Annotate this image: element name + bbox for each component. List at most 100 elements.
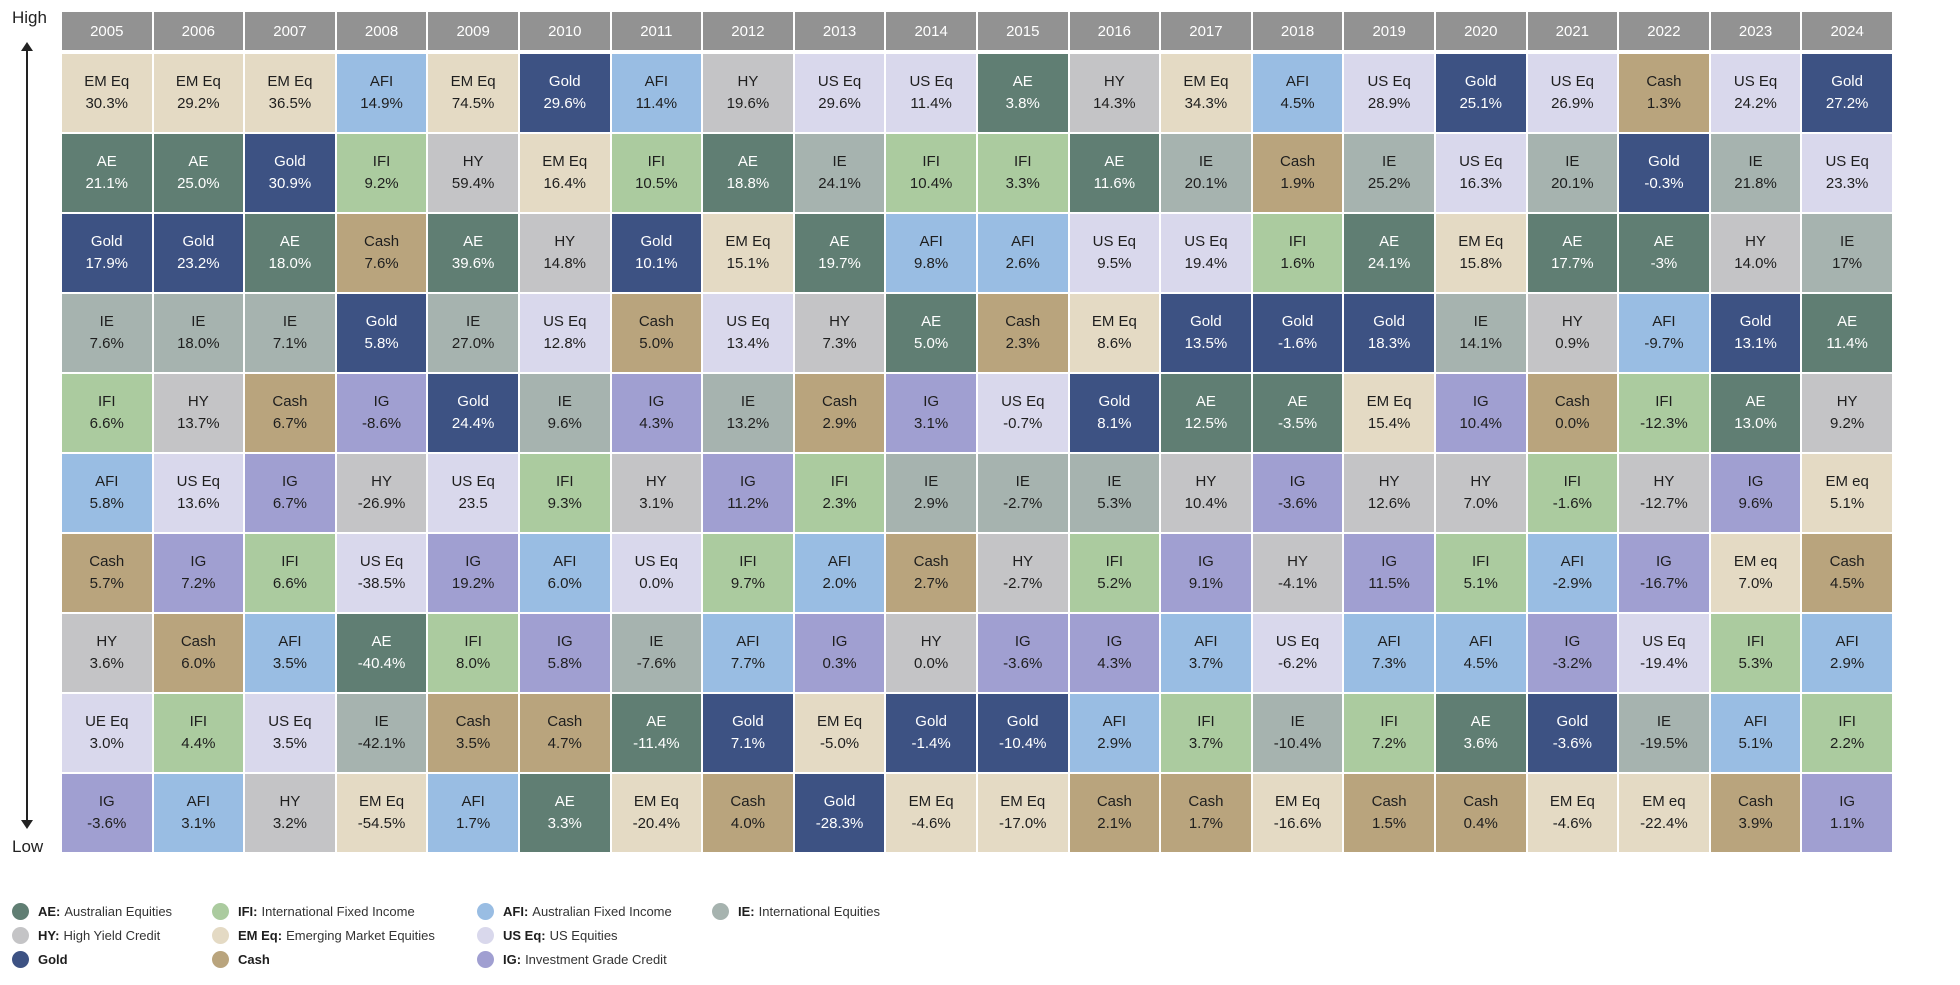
asset-label: IG xyxy=(1747,473,1764,490)
return-cell: AE 3.8% xyxy=(978,54,1068,132)
asset-label: AFI xyxy=(461,793,485,810)
return-cell: IE -7.6% xyxy=(611,614,702,692)
return-cell: EM Eq 15.4% xyxy=(1344,374,1434,452)
year-header: 2005 xyxy=(62,12,152,50)
return-cell: Cash 3.5% xyxy=(428,694,518,772)
return-cell: AE 3.3% xyxy=(520,774,610,852)
return-cell: Cash 5.0% xyxy=(611,294,702,372)
asset-label: Cash xyxy=(1188,793,1224,810)
return-cell: US Eq -0.7% xyxy=(978,374,1068,452)
return-cell: EM eq -22.4% xyxy=(1619,774,1709,852)
return-value: 19.6% xyxy=(726,95,770,112)
return-cell: Cash 4.5% xyxy=(1802,534,1892,612)
return-cell: Cash 2.3% xyxy=(978,294,1068,372)
return-value: 7.1% xyxy=(730,735,766,752)
asset-label: AE xyxy=(1287,393,1308,410)
return-value: 3.0% xyxy=(89,735,124,752)
asset-label: IE xyxy=(1198,153,1214,170)
asset-label: AE xyxy=(737,153,758,170)
return-value: 20.1% xyxy=(1551,175,1594,192)
return-value: 1.5% xyxy=(1372,815,1407,832)
return-value: 14.8% xyxy=(543,255,587,272)
return-value: -1.6% xyxy=(1552,495,1592,512)
return-value: 14.0% xyxy=(1734,255,1777,272)
asset-label: US Eq xyxy=(1825,153,1869,170)
legend-swatch xyxy=(477,951,494,968)
asset-label: Cash xyxy=(1463,793,1499,810)
asset-label: IFI xyxy=(98,393,116,410)
return-value: -12.7% xyxy=(1640,495,1688,512)
asset-label: Cash xyxy=(272,393,308,410)
return-value: -8.6% xyxy=(361,415,402,432)
asset-label: IG xyxy=(98,793,115,810)
return-value: 9.2% xyxy=(364,175,399,192)
asset-label: EM Eq xyxy=(1275,793,1321,810)
legend-swatch xyxy=(712,903,729,920)
return-cell: AE -3% xyxy=(1619,214,1709,292)
return-value: 4.5% xyxy=(1830,575,1865,592)
return-value: 2.0% xyxy=(822,575,857,592)
year-header: 2013 xyxy=(794,12,885,50)
return-cell: Gold -3.6% xyxy=(1527,694,1618,772)
return-cell: IG -16.7% xyxy=(1619,534,1709,612)
return-cell: HY 3.6% xyxy=(62,614,152,692)
asset-label: IG xyxy=(190,553,207,570)
asset-label: AE xyxy=(1745,393,1766,410)
return-value: 5.8% xyxy=(364,335,399,352)
asset-label: US Eq xyxy=(1459,153,1503,170)
return-value: 1.9% xyxy=(1280,175,1315,192)
return-cell: IG 3.1% xyxy=(886,374,976,452)
return-value: -4.1% xyxy=(1277,575,1318,592)
return-value: 8.1% xyxy=(1097,415,1132,432)
return-value: -26.9% xyxy=(357,495,406,512)
return-value: 11.6% xyxy=(1093,175,1136,192)
return-cell: AE 39.6% xyxy=(428,214,518,292)
return-value: -1.4% xyxy=(911,735,951,752)
return-value: -17.0% xyxy=(998,815,1047,832)
return-value: 19.2% xyxy=(451,575,495,592)
return-value: -54.5% xyxy=(357,815,406,832)
return-cell: IFI 10.4% xyxy=(886,134,976,212)
return-cell: AFI 2.0% xyxy=(794,534,885,612)
return-cell: HY 0.9% xyxy=(1527,294,1618,372)
return-value: 4.3% xyxy=(1097,655,1132,672)
asset-label: IFI xyxy=(556,473,574,490)
return-cell: US Eq 9.5% xyxy=(1069,214,1160,292)
return-cell: IE 9.6% xyxy=(520,374,610,452)
return-value: 29.6% xyxy=(818,95,861,112)
return-cell: US Eq -19.4% xyxy=(1619,614,1709,692)
return-cell: AFI 7.3% xyxy=(1344,614,1434,692)
return-value: -19.4% xyxy=(1640,655,1688,672)
legend-swatch xyxy=(212,927,229,944)
asset-label: US Eq xyxy=(634,553,679,570)
return-cell: UE Eq 3.0% xyxy=(62,694,152,772)
return-cell: IE -2.7% xyxy=(978,454,1068,532)
asset-label: IE xyxy=(1565,153,1580,170)
return-cell: AFI -2.9% xyxy=(1527,534,1618,612)
return-value: 2.9% xyxy=(914,495,949,512)
return-cell: Gold 23.2% xyxy=(153,214,244,292)
asset-label: Cash xyxy=(547,713,583,730)
return-cell: HY 0.0% xyxy=(886,614,976,692)
return-value: 3.6% xyxy=(89,655,124,672)
return-cell: EM Eq -4.6% xyxy=(1527,774,1618,852)
return-cell: IFI 2.3% xyxy=(794,454,885,532)
asset-label: AE xyxy=(371,633,392,650)
asset-label: Gold xyxy=(823,793,856,810)
asset-label: Gold xyxy=(1006,713,1039,730)
asset-label: Cash xyxy=(730,793,766,810)
return-cell: IFI 9.2% xyxy=(336,134,427,212)
return-value: 10.4% xyxy=(1459,415,1503,432)
legend-swatch xyxy=(212,951,229,968)
asset-label: Cash xyxy=(89,553,125,570)
return-value: -3.5% xyxy=(1277,415,1318,432)
return-value: 13.4% xyxy=(726,335,770,352)
return-cell: EM Eq 16.4% xyxy=(520,134,610,212)
return-cell: IE -19.5% xyxy=(1619,694,1709,772)
return-value: 8.0% xyxy=(456,655,491,672)
legend-swatch xyxy=(212,903,229,920)
return-cell: Cash 6.0% xyxy=(153,614,244,692)
return-value: -5.0% xyxy=(819,735,860,752)
asset-label: IFI xyxy=(464,633,482,650)
axis-low-label: Low xyxy=(12,837,44,856)
